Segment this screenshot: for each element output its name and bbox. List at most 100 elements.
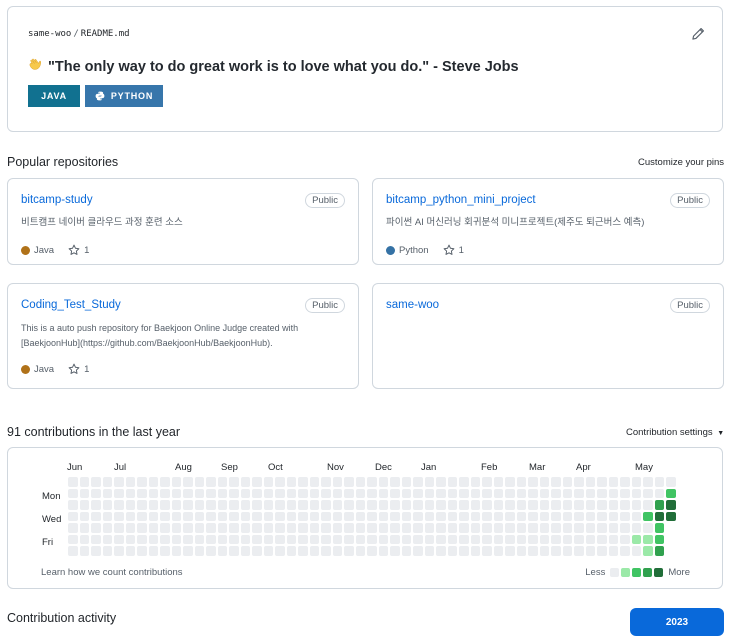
contribution-cell[interactable] — [217, 477, 227, 487]
contribution-cell[interactable] — [68, 534, 78, 544]
contribution-cell[interactable] — [79, 534, 89, 544]
contribution-cell[interactable] — [413, 511, 423, 521]
contribution-cell[interactable] — [447, 477, 457, 487]
contribution-cell[interactable] — [332, 477, 342, 487]
repo-stars[interactable]: 1 — [84, 363, 90, 375]
contribution-cell[interactable] — [263, 488, 273, 498]
contribution-cell[interactable] — [344, 546, 354, 556]
contribution-cell[interactable] — [516, 500, 526, 510]
contribution-cell[interactable] — [355, 546, 365, 556]
contribution-cell[interactable] — [608, 546, 618, 556]
contribution-cell[interactable] — [114, 477, 124, 487]
contribution-cell[interactable] — [344, 523, 354, 533]
contribution-cell[interactable] — [470, 546, 480, 556]
contribution-cell[interactable] — [332, 546, 342, 556]
contribution-cell[interactable] — [229, 546, 239, 556]
contribution-cell[interactable] — [482, 511, 492, 521]
repo-name-link[interactable]: Coding_Test_Study — [21, 299, 121, 311]
contribution-cell[interactable] — [459, 511, 469, 521]
contribution-cell[interactable] — [275, 546, 285, 556]
contribution-cell[interactable] — [413, 546, 423, 556]
contribution-cell[interactable] — [413, 500, 423, 510]
contribution-cell[interactable] — [447, 534, 457, 544]
contribution-cell[interactable] — [574, 511, 584, 521]
contribution-cell[interactable] — [332, 500, 342, 510]
contribution-cell[interactable] — [355, 523, 365, 533]
contribution-cell[interactable] — [597, 477, 607, 487]
contribution-cell[interactable] — [286, 546, 296, 556]
contribution-cell[interactable] — [137, 534, 147, 544]
contribution-cell[interactable] — [102, 500, 112, 510]
contribution-cell[interactable] — [206, 477, 216, 487]
contribution-cell[interactable] — [171, 477, 181, 487]
contribution-cell[interactable] — [275, 500, 285, 510]
contribution-cell[interactable] — [194, 511, 204, 521]
contribution-cell[interactable] — [574, 477, 584, 487]
contribution-cell[interactable] — [551, 500, 561, 510]
contribution-cell[interactable] — [344, 488, 354, 498]
contribution-cell[interactable] — [482, 488, 492, 498]
repo-name-link[interactable]: bitcamp_python_mini_project — [386, 194, 536, 206]
contribution-cell[interactable] — [620, 477, 630, 487]
contribution-cell[interactable] — [539, 511, 549, 521]
contribution-cell[interactable] — [171, 488, 181, 498]
contribution-cell[interactable] — [229, 511, 239, 521]
contribution-cell[interactable] — [516, 511, 526, 521]
contribution-cell[interactable] — [390, 546, 400, 556]
contribution-cell[interactable] — [424, 488, 434, 498]
contribution-cell[interactable] — [286, 500, 296, 510]
contribution-cell[interactable] — [125, 500, 135, 510]
contribution-cell[interactable] — [597, 523, 607, 533]
contribution-cell[interactable] — [493, 488, 503, 498]
contribution-cell[interactable] — [79, 523, 89, 533]
contribution-cell[interactable] — [528, 500, 538, 510]
contribution-cell[interactable] — [355, 477, 365, 487]
contribution-cell[interactable] — [298, 477, 308, 487]
contribution-cell[interactable] — [171, 534, 181, 544]
contribution-cell[interactable] — [459, 500, 469, 510]
contribution-cell[interactable] — [493, 534, 503, 544]
contribution-cell[interactable] — [413, 488, 423, 498]
contribution-cell[interactable] — [505, 500, 515, 510]
contribution-cell[interactable] — [91, 511, 101, 521]
contribution-cell[interactable] — [355, 500, 365, 510]
contribution-cell[interactable] — [585, 500, 595, 510]
contribution-cell[interactable] — [355, 534, 365, 544]
contribution-cell[interactable] — [252, 500, 262, 510]
contribution-cell[interactable] — [493, 500, 503, 510]
contribution-cell[interactable] — [608, 511, 618, 521]
contribution-cell[interactable] — [643, 511, 653, 521]
contribution-cell[interactable] — [286, 488, 296, 498]
star-icon[interactable] — [68, 244, 80, 256]
contribution-cell[interactable] — [263, 523, 273, 533]
contribution-cell[interactable] — [79, 477, 89, 487]
contribution-cell[interactable] — [470, 500, 480, 510]
contribution-cell[interactable] — [91, 534, 101, 544]
contribution-cell[interactable] — [286, 477, 296, 487]
contribution-cell[interactable] — [102, 523, 112, 533]
readme-owner[interactable]: same-woo — [28, 29, 72, 39]
contribution-cell[interactable] — [275, 511, 285, 521]
contribution-cell[interactable] — [183, 500, 193, 510]
contribution-cell[interactable] — [148, 511, 158, 521]
contribution-cell[interactable] — [378, 546, 388, 556]
contribution-cell[interactable] — [516, 534, 526, 544]
repo-stars[interactable]: 1 — [84, 244, 90, 256]
contribution-cell[interactable] — [424, 523, 434, 533]
contribution-cell[interactable] — [413, 534, 423, 544]
contribution-cell[interactable] — [137, 511, 147, 521]
contribution-cell[interactable] — [608, 500, 618, 510]
contribution-cell[interactable] — [194, 500, 204, 510]
repo-name-link[interactable]: bitcamp-study — [21, 194, 93, 206]
contribution-cell[interactable] — [183, 523, 193, 533]
contribution-cell[interactable] — [539, 488, 549, 498]
contribution-cell[interactable] — [643, 546, 653, 556]
contribution-cell[interactable] — [378, 534, 388, 544]
contribution-cell[interactable] — [137, 523, 147, 533]
contribution-cell[interactable] — [263, 546, 273, 556]
contribution-cell[interactable] — [183, 477, 193, 487]
contribution-cell[interactable] — [355, 511, 365, 521]
contribution-cell[interactable] — [666, 500, 676, 510]
contribution-cell[interactable] — [470, 523, 480, 533]
contribution-cell[interactable] — [114, 546, 124, 556]
